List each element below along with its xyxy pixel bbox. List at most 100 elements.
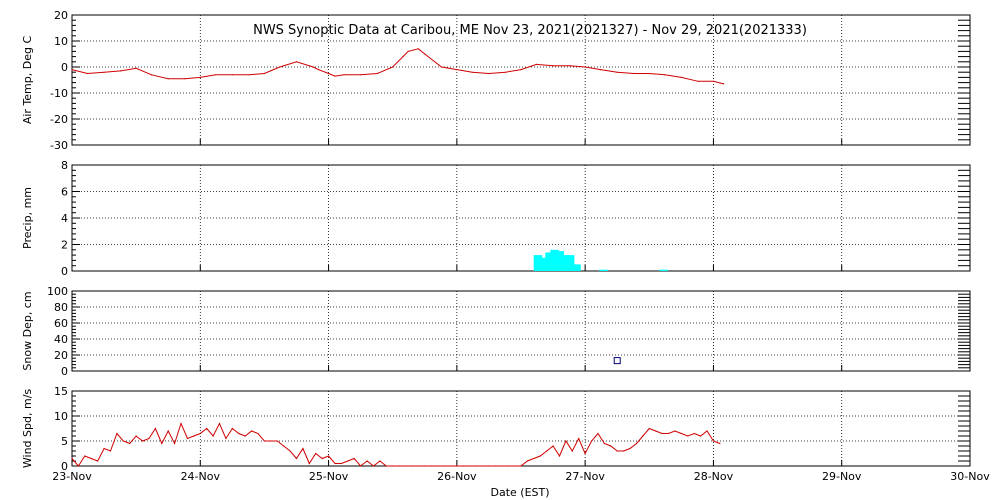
air-temp-ytick-label: -30 bbox=[50, 139, 68, 152]
wind-speed-point bbox=[597, 432, 599, 435]
precip-bar bbox=[555, 251, 565, 271]
wind-speed-point bbox=[129, 442, 131, 445]
wind-speed-point bbox=[289, 450, 291, 452]
air-temp-point bbox=[71, 69, 73, 71]
wind-speed-point bbox=[167, 430, 169, 432]
air-temp-point bbox=[552, 65, 554, 67]
air-temp-point bbox=[103, 71, 105, 73]
wind-speed-point bbox=[283, 445, 285, 447]
precip-bar bbox=[599, 269, 608, 271]
wind-speed-point bbox=[590, 440, 593, 442]
wind-speed-point bbox=[661, 432, 663, 435]
wind-speed-ytick-label: 15 bbox=[54, 385, 68, 398]
snow-depth-ytick-label: 100 bbox=[47, 285, 68, 298]
precip-ytick-label: 2 bbox=[61, 239, 68, 252]
precip-bar bbox=[659, 269, 668, 271]
wind-speed-point bbox=[302, 447, 304, 450]
precip-ytick-label: 4 bbox=[61, 212, 68, 225]
snow-depth-ylabel: Snow Dep, cm bbox=[21, 291, 34, 370]
precip-bar bbox=[572, 264, 581, 271]
wind-speed-point bbox=[212, 435, 214, 437]
air-temp-point bbox=[150, 74, 153, 76]
snow-depth-ytick-label: 40 bbox=[54, 333, 68, 346]
wind-speed-point bbox=[186, 437, 189, 440]
wind-speed-point bbox=[526, 460, 529, 462]
precip-ytick-label: 0 bbox=[61, 265, 68, 278]
air-temp-point bbox=[520, 69, 522, 71]
wind-speed-point bbox=[693, 432, 695, 435]
wind-speed-point bbox=[629, 447, 631, 450]
xtick-label: 25-Nov bbox=[309, 470, 349, 483]
air-temp-point bbox=[263, 72, 266, 75]
wind-speed-point bbox=[475, 465, 477, 467]
wind-speed-point bbox=[135, 435, 137, 437]
wind-speed-point bbox=[154, 427, 156, 430]
air-temp-point bbox=[488, 72, 490, 75]
air-temp-point bbox=[279, 66, 281, 68]
precip-bar bbox=[545, 252, 554, 271]
wind-speed-point bbox=[347, 460, 349, 462]
wind-speed-point bbox=[193, 435, 195, 437]
air-temp-point bbox=[135, 67, 137, 69]
wind-speed-point bbox=[218, 422, 221, 425]
wind-speed-ytick-label: 5 bbox=[61, 435, 68, 448]
snow-depth-ytick-label: 60 bbox=[54, 317, 68, 330]
air-temp-point bbox=[680, 76, 682, 78]
wind-speed-point bbox=[488, 465, 490, 467]
wind-speed-point bbox=[360, 465, 362, 467]
wind-speed-point bbox=[385, 465, 387, 467]
air-temp-series-line bbox=[71, 48, 724, 85]
air-temp-point bbox=[376, 72, 378, 75]
wind-speed-point bbox=[417, 465, 419, 467]
wind-speed-point bbox=[494, 465, 496, 467]
wind-speed-point bbox=[411, 465, 413, 467]
air-temp-point bbox=[167, 78, 169, 80]
precip-bar bbox=[565, 255, 575, 271]
wind-speed-point bbox=[404, 465, 407, 467]
wind-speed-point bbox=[603, 442, 605, 445]
air-temp-point bbox=[402, 56, 404, 58]
wind-speed-point bbox=[334, 462, 336, 465]
wind-speed-point bbox=[565, 440, 567, 442]
wind-speed-point bbox=[437, 465, 439, 467]
wind-speed-point bbox=[481, 465, 484, 467]
air-temp-point bbox=[199, 76, 201, 78]
wind-speed-point bbox=[610, 445, 612, 447]
xtick-label: 30-Nov bbox=[950, 470, 990, 483]
wind-speed-point bbox=[507, 465, 509, 467]
precip-bar bbox=[560, 255, 570, 271]
wind-speed-point bbox=[552, 445, 554, 447]
wind-speed-point bbox=[199, 432, 201, 435]
wind-speed-point bbox=[77, 465, 80, 467]
wind-speed-point bbox=[424, 465, 426, 467]
snow-depth-ytick-label: 80 bbox=[54, 301, 68, 314]
air-temp-point bbox=[599, 69, 602, 71]
xtick-label: 28-Nov bbox=[694, 470, 734, 483]
chart-title: NWS Synoptic Data at Caribou, ME Nov 23,… bbox=[253, 23, 807, 38]
air-temp-point bbox=[633, 72, 635, 75]
wind-speed-point bbox=[327, 455, 330, 457]
wind-speed-point bbox=[584, 452, 586, 455]
snow-depth-ytick-label: 0 bbox=[61, 365, 68, 378]
air-temp-point bbox=[86, 72, 88, 75]
air-temp-point bbox=[723, 83, 725, 85]
precip-frame bbox=[71, 164, 971, 272]
wind-speed-point bbox=[321, 457, 323, 460]
air-temp-point bbox=[360, 74, 362, 76]
air-temp-point bbox=[648, 72, 650, 75]
wind-speed-point bbox=[571, 450, 573, 452]
air-temp-point bbox=[584, 66, 586, 68]
wind-speed-point bbox=[141, 440, 144, 442]
wind-speed-point bbox=[449, 465, 452, 467]
x-axis-label: Date (EST) bbox=[490, 486, 549, 499]
xtick-label: 24-Nov bbox=[181, 470, 221, 483]
wind-speed-point bbox=[379, 460, 381, 462]
wind-speed-point bbox=[655, 430, 657, 432]
wind-speed-point bbox=[520, 465, 522, 467]
wind-speed-point bbox=[674, 430, 676, 432]
wind-speed-point bbox=[251, 430, 253, 432]
wind-speed-point bbox=[648, 427, 650, 430]
wind-speed-point bbox=[667, 432, 670, 435]
wind-speed-point bbox=[687, 435, 689, 437]
